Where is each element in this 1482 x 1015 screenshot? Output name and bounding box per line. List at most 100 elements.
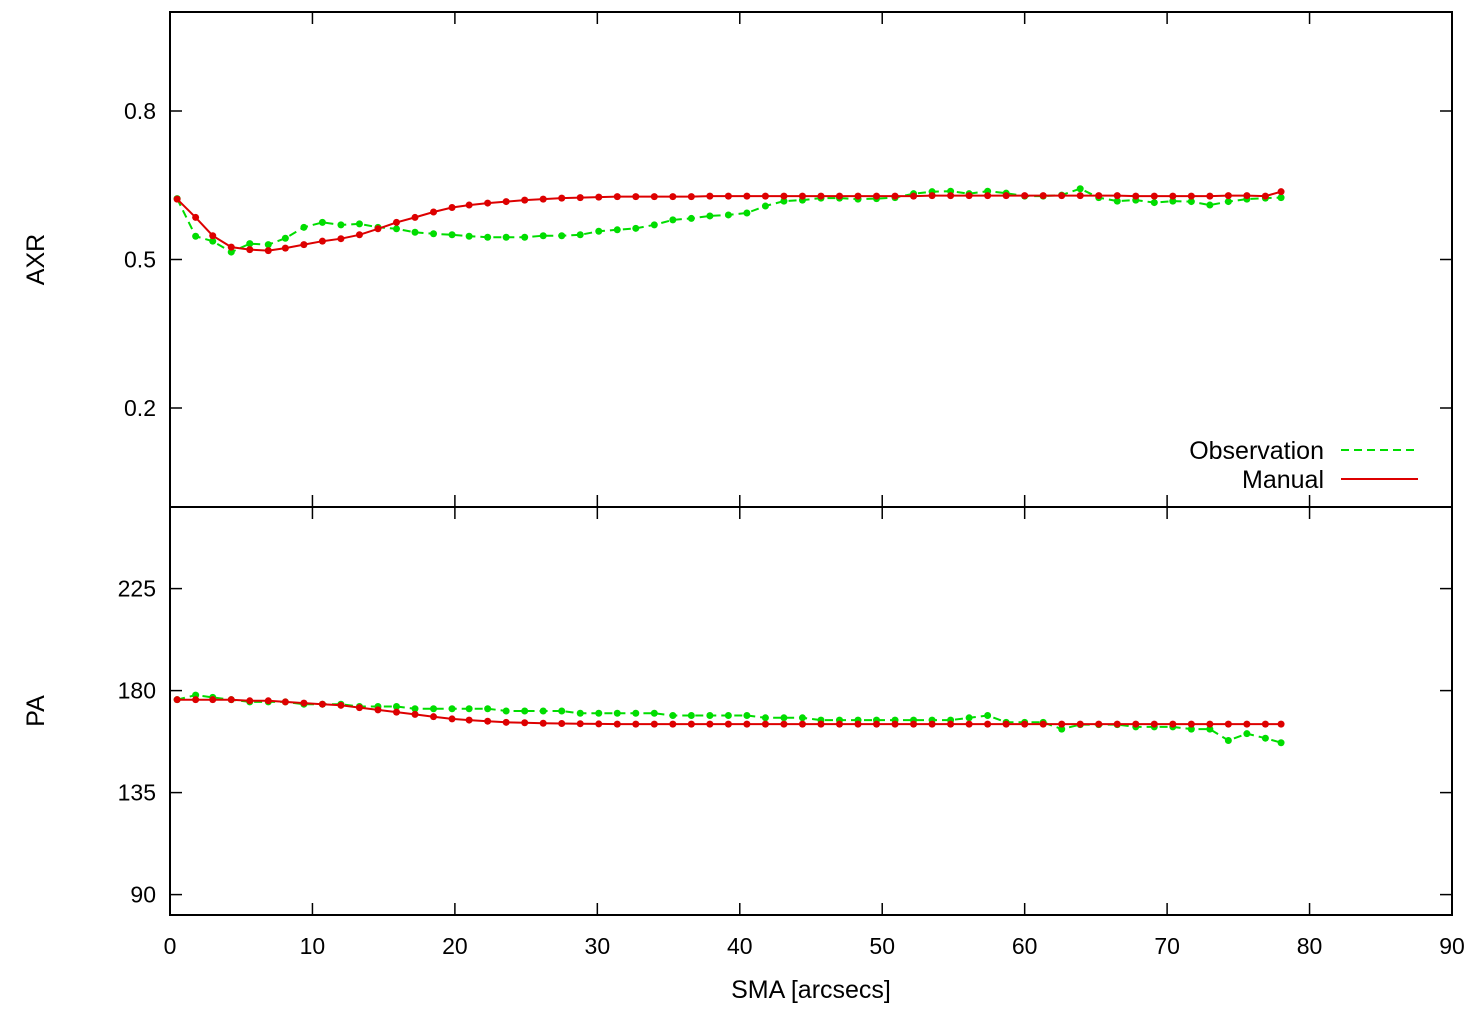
top-observation-point — [558, 232, 566, 240]
top-observation-point — [355, 220, 363, 228]
top-manual-point — [1187, 192, 1195, 200]
top-manual-point — [337, 235, 345, 243]
bottom-panel: 90 135 180 225 PA — [22, 506, 1453, 916]
bottom-manual-point — [1187, 720, 1195, 728]
top-manual-point — [669, 193, 677, 201]
top-observation-point — [539, 232, 547, 240]
top-manual-point — [318, 237, 326, 245]
top-observation-point — [669, 216, 677, 224]
bottom-manual-point — [192, 696, 200, 704]
bottom-observation-point — [669, 712, 677, 720]
top-manual-point — [650, 193, 658, 201]
bottom-manual-point — [743, 720, 751, 728]
top-manual-point — [209, 232, 217, 240]
bottom-observation-point — [1243, 730, 1251, 738]
top-observation-point — [227, 248, 235, 256]
top-observation-point — [687, 214, 695, 222]
top-manual-point — [613, 193, 621, 201]
bottom-manual-point — [1243, 720, 1251, 728]
top-manual-point — [854, 192, 862, 200]
bottom-observation-point — [484, 705, 492, 713]
bottom-manual-point — [1261, 720, 1269, 728]
top-observation-point — [613, 226, 621, 234]
bottom-plot-frame — [169, 506, 1453, 916]
bottom-manual-point — [318, 700, 326, 708]
top-y-axis-label: AXR — [22, 234, 50, 285]
bottom-observation-point — [392, 702, 400, 710]
top-manual-point — [798, 192, 806, 200]
top-manual-point — [595, 193, 603, 201]
bottom-manual-point — [300, 699, 308, 707]
bottom-manual-point — [411, 710, 419, 718]
top-observation-point — [392, 225, 400, 233]
bottom-manual-point — [854, 720, 862, 728]
top-manual-point — [355, 231, 363, 239]
top-observation-point — [430, 230, 438, 238]
x-tick-label: 60 — [1012, 933, 1038, 959]
bottom-observation-point — [411, 705, 419, 713]
bottom-manual-point — [484, 717, 492, 725]
top-manual-point — [1261, 192, 1269, 200]
top-observation-point — [724, 211, 732, 219]
x-axis: 0 10 20 30 40 50 60 70 80 90 SMA [arcsecs] — [164, 933, 1465, 1004]
top-manual-point — [392, 218, 400, 226]
bottom-manual-point — [632, 720, 640, 728]
top-manual-point — [264, 247, 272, 255]
bottom-observation-point — [687, 712, 695, 720]
top-manual-point — [761, 192, 769, 200]
top-observation-point — [448, 231, 456, 239]
top-manual-point — [817, 192, 825, 200]
bottom-observation-point — [1277, 739, 1285, 747]
bottom-manual-point — [521, 719, 529, 727]
top-observation-point — [1187, 198, 1195, 206]
bottom-observation-point — [558, 707, 566, 715]
bottom-manual-point — [984, 720, 992, 728]
x-tick-label: 10 — [300, 933, 326, 959]
top-manual-point — [1039, 192, 1047, 200]
bottom-observation-point — [448, 705, 456, 713]
x-tick-label: 30 — [585, 933, 611, 959]
top-manual-point — [1150, 192, 1158, 200]
top-observation-point — [411, 228, 419, 236]
bottom-manual-point — [965, 720, 973, 728]
bottom-observation-point — [576, 709, 584, 717]
top-manual-point — [448, 204, 456, 212]
bottom-manual-point — [687, 720, 695, 728]
top-manual-point — [1169, 192, 1177, 200]
top-observation-point — [281, 234, 289, 242]
bottom-manual-point — [706, 720, 714, 728]
top-ytick-label: 0.8 — [124, 98, 156, 124]
bottom-manual-point — [430, 713, 438, 721]
top-manual-point — [539, 195, 547, 203]
top-manual-point — [1277, 188, 1285, 196]
top-manual-point — [430, 208, 438, 216]
top-panel: 0.2 0.5 0.8 AXR — [22, 11, 1453, 508]
top-observation-point — [318, 218, 326, 226]
x-tick-label: 80 — [1297, 933, 1323, 959]
bottom-manual-point — [595, 720, 603, 728]
top-manual-point — [910, 192, 918, 200]
top-manual-point — [780, 192, 788, 200]
bottom-manual-point — [613, 720, 621, 728]
bottom-manual-point — [798, 720, 806, 728]
bottom-observation-point — [539, 707, 547, 715]
top-manual-point — [743, 192, 751, 200]
top-observation-point — [465, 232, 473, 240]
bottom-observation-point — [502, 707, 510, 715]
top-manual-point — [502, 198, 510, 206]
bottom-observation-point — [521, 707, 529, 715]
bottom-manual-point — [173, 696, 181, 704]
bottom-manual-point — [1206, 720, 1214, 728]
bottom-manual-point — [281, 698, 289, 706]
bottom-observation-point — [430, 705, 438, 713]
bottom-manual-point — [355, 704, 363, 712]
bottom-manual-point — [669, 720, 677, 728]
top-plot-frame — [169, 11, 1453, 508]
bottom-manual-point — [1039, 720, 1047, 728]
top-observation-point — [337, 221, 345, 229]
bottom-observation-point — [465, 705, 473, 713]
bottom-observation-point — [1187, 725, 1195, 733]
top-observation-point — [246, 240, 254, 248]
top-manual-point — [1021, 192, 1029, 200]
top-manual-point — [1243, 192, 1251, 200]
